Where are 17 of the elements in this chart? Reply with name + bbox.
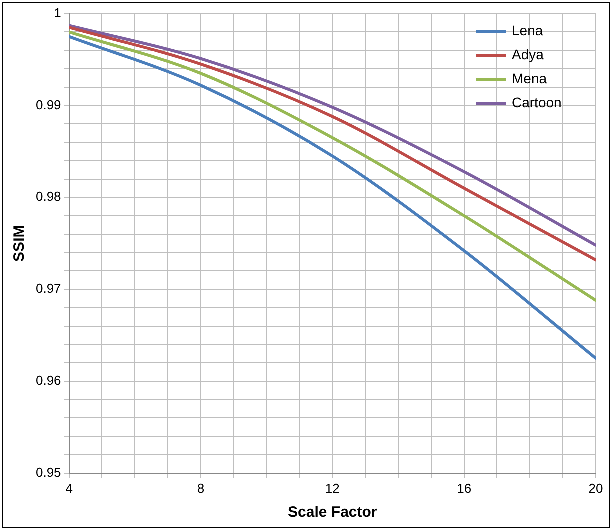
legend-label: Adya — [512, 46, 544, 63]
y-tick-label: 0.98 — [36, 189, 62, 204]
legend-label: Cartoon — [512, 94, 562, 111]
x-axis-title: Scale Factor — [288, 504, 378, 522]
y-axis-title: SSIM — [11, 225, 28, 262]
y-tick-label: 1 — [54, 5, 62, 20]
legend-label: Mena — [512, 70, 548, 87]
y-tick-label: 0.99 — [36, 97, 62, 112]
x-tick-label: 8 — [197, 480, 205, 496]
x-tick-label: 4 — [66, 480, 73, 496]
y-tick-label: 0.96 — [36, 373, 62, 388]
y-tick-label: 0.97 — [36, 281, 62, 296]
x-tick-label: 12 — [325, 480, 340, 496]
legend-label: Lena — [512, 22, 544, 39]
y-tick-label: 0.95 — [36, 464, 62, 480]
x-tick-label: 16 — [457, 480, 472, 496]
x-tick-label: 20 — [588, 480, 604, 496]
